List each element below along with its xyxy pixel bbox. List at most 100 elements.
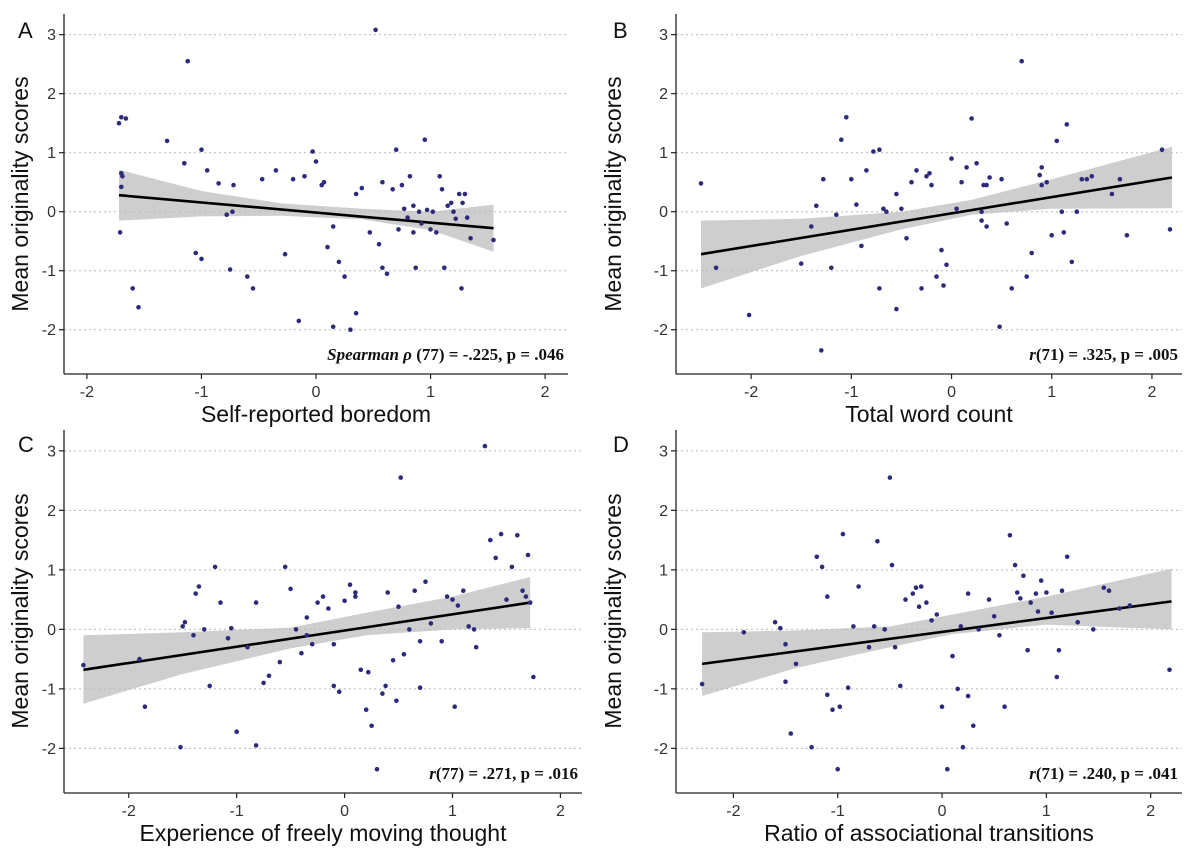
data-point xyxy=(934,612,940,617)
x-tick-label: -2 xyxy=(80,384,94,401)
data-point xyxy=(979,209,984,214)
data-point xyxy=(919,286,924,291)
data-point xyxy=(1025,647,1030,653)
data-point xyxy=(304,615,310,620)
data-point xyxy=(369,723,374,729)
data-point xyxy=(871,624,877,629)
y-tick-label: -2 xyxy=(42,741,56,758)
y-axis-label: Mean originality scores xyxy=(7,493,33,728)
data-point xyxy=(273,168,279,173)
data-point xyxy=(212,564,218,570)
x-axis-label: Experience of freely moving thought xyxy=(140,820,508,846)
data-point xyxy=(881,206,886,212)
data-point xyxy=(918,584,924,589)
stat-annotation: Spearman ρ (77) = -.225, p = .046 xyxy=(327,345,564,364)
data-point xyxy=(225,636,231,641)
data-point xyxy=(376,241,382,247)
data-point xyxy=(984,182,989,188)
data-point xyxy=(914,168,919,173)
data-point xyxy=(462,191,468,197)
data-point xyxy=(839,137,844,142)
data-point xyxy=(809,224,814,229)
data-point xyxy=(965,591,971,596)
data-point xyxy=(326,606,331,611)
data-point xyxy=(1117,606,1122,611)
panel-letter: D xyxy=(613,432,629,457)
data-point xyxy=(309,641,315,647)
data-point xyxy=(330,224,336,229)
y-tick-label: 1 xyxy=(659,145,668,162)
data-point xyxy=(1109,191,1115,197)
data-point xyxy=(383,683,388,689)
data-point xyxy=(821,176,826,182)
data-point xyxy=(976,627,981,632)
data-point xyxy=(277,659,283,665)
data-point xyxy=(1044,179,1049,185)
data-point xyxy=(493,555,499,561)
data-point xyxy=(829,265,834,271)
data-point xyxy=(393,147,399,152)
data-point xyxy=(944,262,949,268)
data-point xyxy=(929,618,934,623)
data-point xyxy=(1014,590,1020,595)
data-point xyxy=(1079,176,1085,182)
data-point xyxy=(991,614,997,619)
data-point xyxy=(825,692,830,698)
data-point xyxy=(385,590,391,595)
data-point xyxy=(182,161,187,166)
x-axis-label: Self-reported boredom xyxy=(201,401,431,427)
data-point xyxy=(1089,174,1095,179)
data-point xyxy=(299,650,304,656)
data-point xyxy=(245,274,250,279)
data-point xyxy=(353,191,359,197)
data-point xyxy=(282,251,288,257)
data-point xyxy=(509,564,515,570)
x-tick-label: 0 xyxy=(947,384,956,401)
y-tick-label: 3 xyxy=(47,443,56,460)
x-tick-label: 0 xyxy=(312,384,321,401)
data-point xyxy=(216,181,221,186)
data-point xyxy=(1101,585,1107,590)
x-tick-label: 1 xyxy=(426,384,435,401)
data-point xyxy=(229,625,234,631)
data-point xyxy=(934,274,939,279)
data-point xyxy=(466,624,472,629)
data-point xyxy=(310,149,315,154)
data-point xyxy=(353,310,359,316)
data-point xyxy=(699,681,705,687)
y-tick-label: -2 xyxy=(654,322,668,339)
stat-name: r xyxy=(429,764,436,783)
data-point xyxy=(471,627,477,632)
y-axis-label: Mean originality scores xyxy=(7,76,33,311)
data-point xyxy=(525,552,531,558)
data-point xyxy=(353,590,358,595)
data-point xyxy=(321,179,327,185)
data-point xyxy=(296,318,302,324)
panel-b: -2 -1 0 1 2 3 -2 -1 0 1 2 Total word count Mean orig… xyxy=(600,14,1182,427)
data-point xyxy=(498,531,504,537)
x-tick-label: -1 xyxy=(844,384,858,401)
y-tick-label: -2 xyxy=(42,322,56,339)
data-point xyxy=(1069,259,1075,265)
data-point xyxy=(250,286,256,291)
data-point xyxy=(218,600,223,605)
data-point xyxy=(856,584,861,589)
data-point xyxy=(453,216,459,222)
data-point xyxy=(358,667,364,673)
data-point xyxy=(442,265,447,271)
data-point xyxy=(412,588,418,593)
data-point xyxy=(439,639,445,644)
confidence-band xyxy=(701,146,1172,289)
stat-annotation: r(71) = .325, p = .005 xyxy=(1029,345,1178,364)
data-point xyxy=(849,176,854,182)
data-point xyxy=(1117,176,1123,182)
data-point xyxy=(997,633,1002,638)
data-point xyxy=(783,641,788,647)
y-tick-label: 0 xyxy=(659,622,668,639)
stat-values: (71) = .325, p = .005 xyxy=(1036,345,1178,364)
data-point xyxy=(1049,233,1054,238)
data-point xyxy=(997,324,1002,330)
data-point xyxy=(527,600,533,605)
y-tick-label: 1 xyxy=(47,145,56,162)
